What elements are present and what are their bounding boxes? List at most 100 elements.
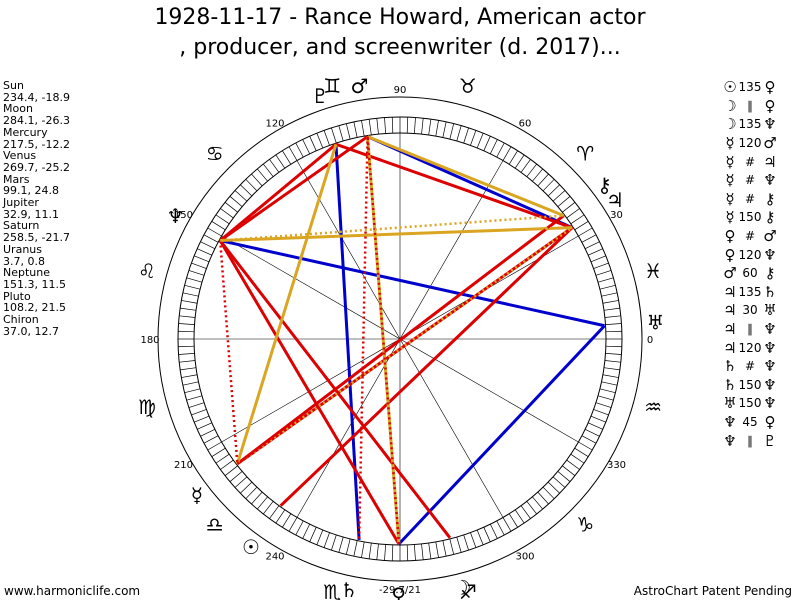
- planet-name: Saturn: [3, 219, 40, 233]
- degree-tick: [345, 538, 351, 555]
- degree-tick: [588, 248, 603, 256]
- degree-tick: [542, 179, 555, 192]
- degree-tick: [197, 248, 212, 256]
- degree-tick: [331, 534, 337, 551]
- degree-tick: [331, 127, 337, 144]
- aspect-planet-2-glyph: ♀: [764, 78, 776, 97]
- degree-tick: [470, 532, 477, 548]
- aspect-planet-2-glyph: ♄: [763, 282, 777, 301]
- degree-tick: [602, 374, 619, 378]
- planet-name: Mercury: [3, 125, 48, 139]
- aspect-planet-2-glyph: ♆: [763, 171, 777, 190]
- degree-tick: [180, 367, 197, 371]
- planet-name: Moon: [3, 102, 33, 116]
- aspect-type: 30: [742, 303, 758, 318]
- degree-tick: [181, 374, 198, 378]
- aspect-type: 120: [738, 247, 762, 262]
- degree-tick: [449, 538, 455, 555]
- degree-tick: [282, 513, 292, 528]
- degree-tick: [316, 529, 324, 545]
- aspect-line: [367, 135, 565, 218]
- planet-glyph-icon: ☽: [453, 575, 471, 599]
- aspect-planet-1-glyph: ☿: [725, 152, 735, 171]
- degree-tick: [384, 544, 386, 561]
- aspect-row: ☿ # ♆: [722, 171, 792, 190]
- degree-tick: [597, 395, 614, 401]
- aspect-type: ∥: [747, 433, 753, 448]
- degree-tick: [191, 409, 207, 416]
- aspect-row: ♀ 120 ♆: [722, 245, 792, 264]
- zodiac-sign-icon: ♐: [459, 580, 477, 600]
- degree-tick: [345, 123, 351, 140]
- degree-tick: [179, 315, 196, 318]
- planet-coords: 217.5, -12.2: [3, 137, 70, 151]
- zodiac-sign-icon: ♒: [644, 395, 662, 419]
- aspect-type: #: [744, 173, 756, 188]
- aspect-row: ♆ 45 ♀: [722, 413, 792, 432]
- planet-name: Uranus: [3, 242, 42, 256]
- degree-tick: [435, 541, 439, 558]
- degree-label: 150: [174, 210, 193, 221]
- aspect-row: ♅ 150 ♆: [722, 394, 792, 413]
- planet-glyph-icon: ♂: [351, 74, 369, 98]
- degree-tick: [282, 150, 292, 165]
- degree-tick: [186, 277, 203, 283]
- aspect-line: [218, 239, 401, 545]
- aspect-planet-2-glyph: ⚷: [764, 189, 776, 208]
- aspect-row: ☿ 120 ♂: [722, 134, 792, 153]
- aspect-type: 135: [738, 117, 762, 132]
- degree-label: 210: [174, 460, 193, 471]
- aspect-planet-1-glyph: ♅: [723, 394, 737, 413]
- degree-tick: [376, 543, 379, 560]
- degree-tick: [476, 133, 484, 149]
- aspect-planet-2-glyph: ♆: [763, 394, 777, 413]
- aspect-row: ☽ 135 ♆: [722, 115, 792, 134]
- aspect-type: 60: [742, 266, 758, 281]
- degree-tick: [406, 544, 409, 561]
- aspect-planet-1-glyph: ♄: [723, 357, 737, 376]
- zodiac-sign-icon: ♋: [206, 142, 224, 166]
- aspect-line: [218, 240, 239, 464]
- planet-glyph-icon: ♄: [340, 578, 358, 600]
- degree-tick: [220, 208, 234, 219]
- degree-tick: [275, 154, 286, 169]
- degree-tick: [211, 447, 226, 457]
- planet-coords: 108.2, 21.5: [3, 301, 66, 315]
- degree-tick: [537, 491, 549, 505]
- degree-tick: [229, 471, 243, 482]
- degree-tick: [182, 381, 199, 386]
- planet-name: Venus: [3, 149, 37, 163]
- aspect-planet-1-glyph: ☿: [725, 171, 735, 190]
- planet-name: Pluto: [3, 289, 31, 303]
- degree-tick: [581, 234, 597, 243]
- aspect-type: 135: [738, 80, 762, 95]
- degree-tick: [562, 202, 576, 213]
- degree-tick: [547, 184, 560, 197]
- chart-title-line-2: , producer, and screenwriter (d. 2017)..…: [179, 35, 621, 60]
- aspect-planet-1-glyph: ☿: [725, 189, 735, 208]
- degree-tick: [182, 292, 199, 297]
- degree-tick: [590, 415, 606, 423]
- planet-glyph-icon: ♀: [391, 583, 406, 600]
- degree-tick: [194, 415, 210, 423]
- degree-tick: [421, 118, 424, 135]
- aspect-type: #: [744, 229, 756, 244]
- degree-tick: [200, 241, 216, 250]
- aspect-row: ♀ # ♂: [722, 227, 792, 246]
- aspect-planet-2-glyph: ♆: [763, 338, 777, 357]
- planet-coords: 99.1, 24.8: [3, 184, 59, 198]
- degree-tick: [483, 136, 491, 151]
- degree-label: 180: [140, 335, 159, 346]
- aspect-planet-2-glyph: ♀: [764, 412, 776, 431]
- degree-tick: [263, 501, 274, 515]
- degree-tick: [537, 173, 549, 187]
- degree-tick: [463, 534, 469, 551]
- zodiac-sign-icon: ♍: [138, 395, 156, 419]
- aspect-planet-1-glyph: ♃: [723, 301, 737, 320]
- aspect-line: [366, 136, 401, 545]
- degree-tick: [178, 330, 195, 333]
- degree-tick: [302, 523, 311, 539]
- planet-name: Jupiter: [3, 196, 39, 210]
- aspect-row: ♃ 135 ♄: [722, 283, 792, 302]
